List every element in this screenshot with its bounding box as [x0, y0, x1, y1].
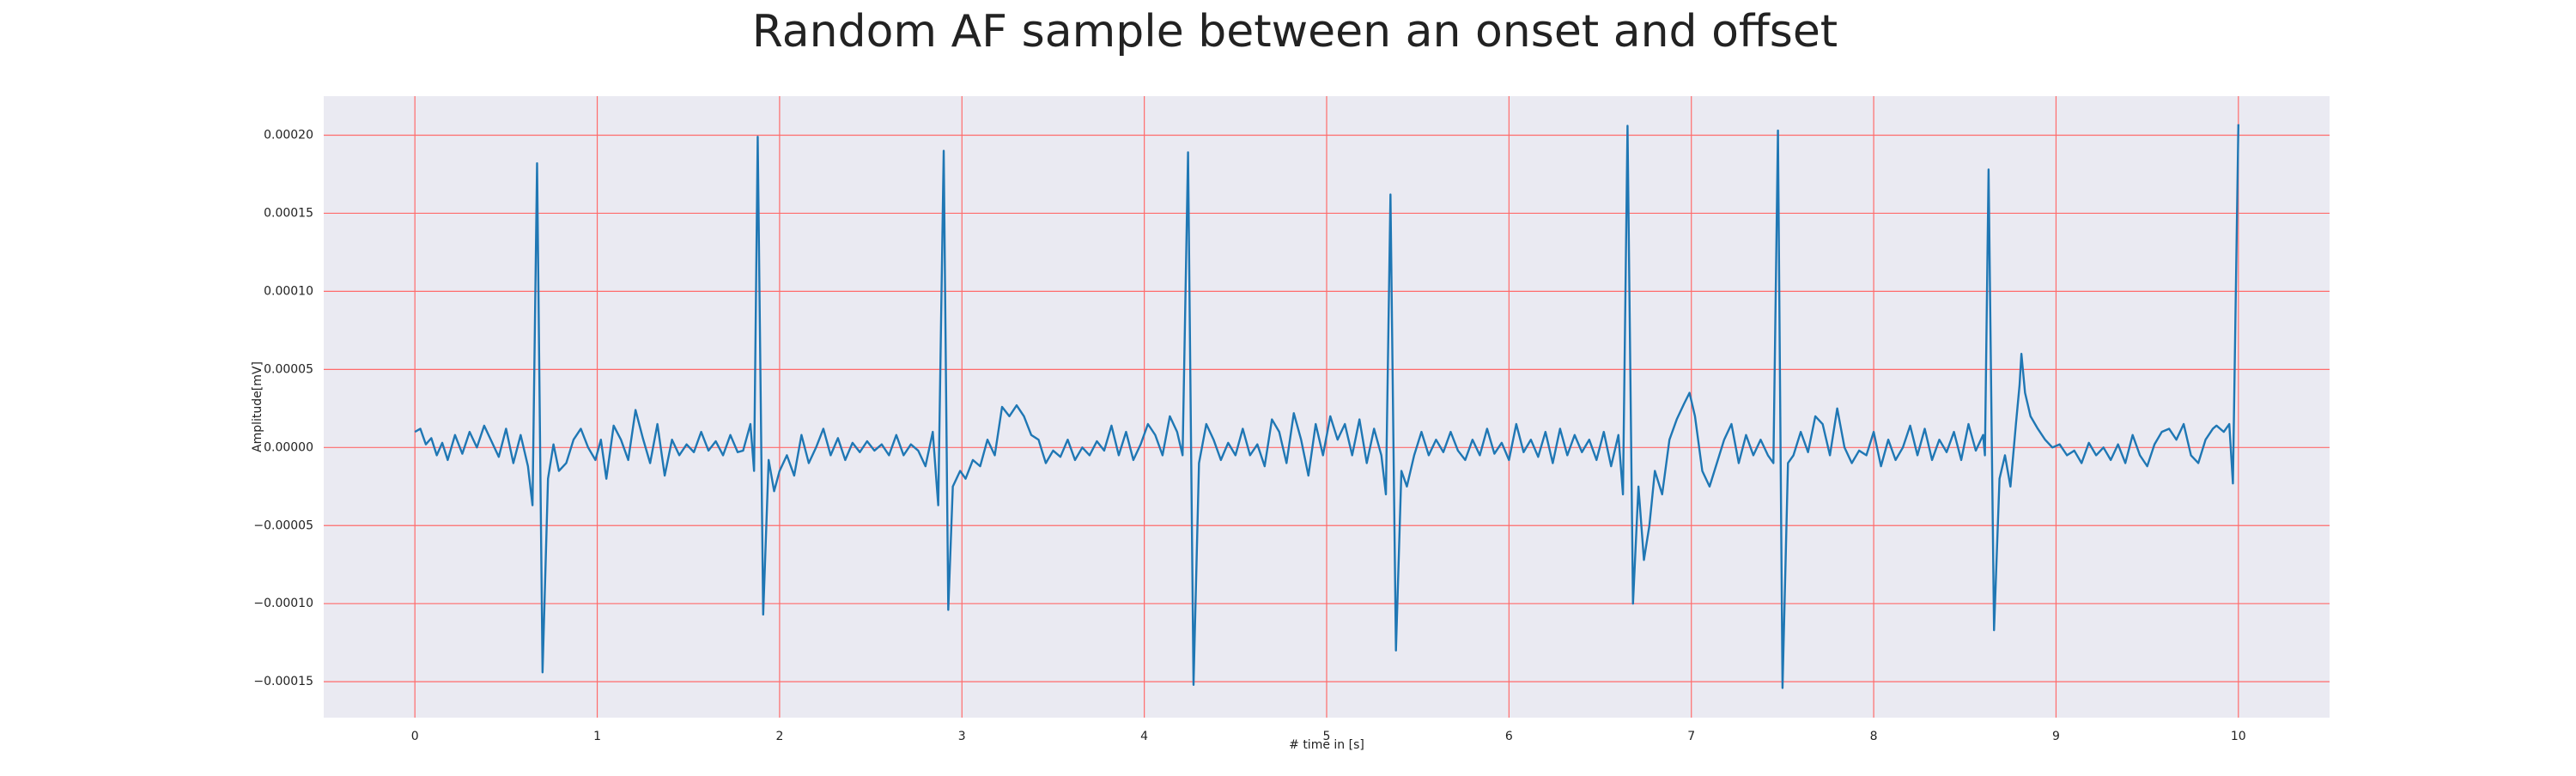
x-tick-label: 7 [1687, 730, 1695, 743]
x-tick-label: 5 [1323, 730, 1331, 743]
x-axis-label: # time in [s] [1289, 738, 1364, 752]
chart-title: Random AF sample between an onset and of… [752, 6, 1838, 58]
y-tick-label: 0.00015 [264, 206, 313, 220]
x-tick-label: 9 [2052, 730, 2060, 743]
x-tick-label: 0 [411, 730, 419, 743]
y-tick-label: 0.00020 [264, 128, 313, 142]
x-tick-label: 2 [775, 730, 783, 743]
y-tick-label: 0.00000 [264, 440, 313, 454]
y-axis-label: Amplitude[mV] [251, 361, 264, 452]
y-tick-label: 0.00005 [264, 362, 313, 376]
x-tick-label: 3 [958, 730, 966, 743]
x-tick-label: 6 [1505, 730, 1513, 743]
x-tick-label: 10 [2231, 730, 2246, 743]
y-tick-label: −0.00010 [253, 597, 313, 610]
x-tick-label: 8 [1870, 730, 1878, 743]
y-tick-label: 0.00010 [264, 284, 313, 298]
x-tick-label: 4 [1140, 730, 1148, 743]
data-line [414, 124, 2240, 689]
x-tick-label: 1 [593, 730, 601, 743]
y-tick-label: −0.00005 [253, 518, 313, 532]
y-tick-label: −0.00015 [253, 675, 313, 688]
